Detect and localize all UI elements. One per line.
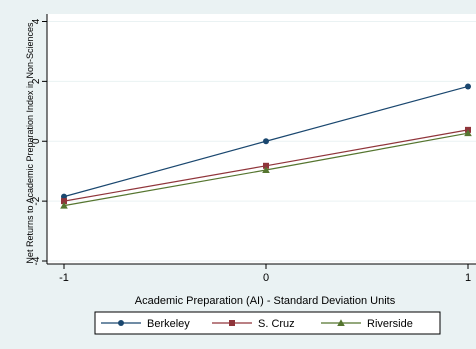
- y-axis-label: Net Returns to Academic Preparation Inde…: [25, 22, 35, 264]
- x-tick-label: 1: [465, 272, 471, 284]
- y-tick-label: -4: [31, 256, 42, 265]
- x-ticks: -1 0 1: [59, 264, 471, 284]
- legend-item-riverside: Riverside: [321, 318, 413, 330]
- plot-area: [47, 14, 476, 264]
- x-axis-label: Academic Preparation (AI) - Standard Dev…: [135, 295, 396, 307]
- legend-label: Riverside: [367, 318, 413, 330]
- x-tick-label: 0: [263, 272, 269, 284]
- legend-label: Berkeley: [147, 318, 190, 330]
- data-point-s-cruz: [61, 198, 67, 205]
- x-tick-label: -1: [59, 272, 69, 284]
- legend-marker: [229, 320, 235, 326]
- legend-item-s-cruz: S. Cruz: [212, 318, 295, 330]
- y-ticks: -4 -2 0 2 4: [31, 18, 47, 265]
- legend-marker: [118, 320, 124, 326]
- data-point-berkeley: [465, 83, 471, 90]
- legend: Berkeley S. Cruz Riverside: [94, 311, 441, 335]
- y-tick-label: -2: [31, 196, 42, 205]
- data-point-riverside: [262, 166, 270, 173]
- legend-box: [94, 311, 441, 335]
- legend-label: S. Cruz: [258, 318, 295, 330]
- data-point-s-cruz: [263, 162, 269, 169]
- y-tick-label: 2: [31, 78, 42, 84]
- series-markers: [60, 83, 472, 209]
- legend-marker: [337, 319, 345, 326]
- legend-item-berkeley: Berkeley: [101, 318, 190, 330]
- y-tick-label: 0: [31, 138, 42, 144]
- data-point-riverside: [60, 201, 68, 209]
- y-tick-label: 4: [31, 18, 42, 24]
- data-point-riverside: [464, 129, 472, 137]
- data-point-berkeley: [263, 138, 269, 145]
